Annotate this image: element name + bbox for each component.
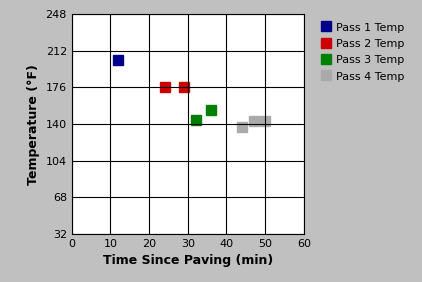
Pass 2 Temp [181,86,187,89]
Line: Pass 3 Temp: Pass 3 Temp [191,105,216,125]
X-axis label: Time Since Paving (min): Time Since Paving (min) [103,254,273,267]
Pass 4 Temp [239,125,244,129]
Y-axis label: Temperature (°F): Temperature (°F) [27,64,40,184]
Line: Pass 2 Temp: Pass 2 Temp [160,83,189,92]
Line: Pass 4 Temp: Pass 4 Temp [237,116,270,132]
Pass 4 Temp [262,119,268,123]
Pass 4 Temp [251,119,256,123]
Pass 3 Temp [193,118,198,122]
Pass 2 Temp [162,86,167,89]
Legend: Pass 1 Temp, Pass 2 Temp, Pass 3 Temp, Pass 4 Temp: Pass 1 Temp, Pass 2 Temp, Pass 3 Temp, P… [319,20,407,84]
Pass 3 Temp [208,108,214,111]
